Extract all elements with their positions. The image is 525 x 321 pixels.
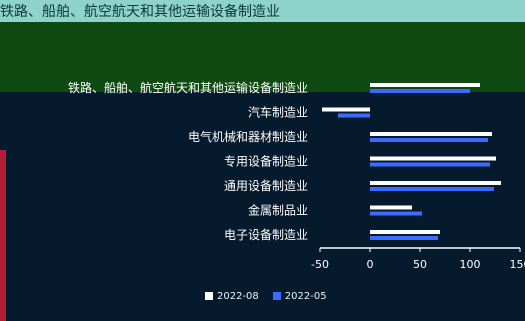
plot-background-upper — [0, 22, 525, 92]
legend-item-series-a: 2022-08 — [205, 291, 259, 302]
bar-series-b — [370, 138, 488, 142]
bar-series-a — [370, 205, 412, 210]
legend-swatch-series-b — [272, 292, 281, 300]
legend-label-series-b: 2022-05 — [284, 291, 327, 302]
category-label: 铁路、船舶、航空航天和其他运输设备制造业 — [68, 80, 308, 95]
bar-series-b — [370, 162, 490, 167]
bar-series-b — [370, 211, 422, 216]
x-tick-label: -50 — [311, 258, 329, 271]
title-strip — [0, 0, 525, 22]
x-tick-label: 0 — [367, 258, 374, 271]
category-label: 电气机械和器材制造业 — [188, 129, 308, 144]
category-label: 专用设备制造业 — [224, 154, 308, 169]
category-label: 电子设备制造业 — [224, 228, 308, 242]
bar-series-b — [370, 187, 494, 191]
x-tick-label: 150 — [510, 258, 525, 271]
legend-item-series-b: 2022-05 — [272, 291, 327, 302]
bar-series-b — [370, 89, 470, 93]
bar-series-b — [338, 113, 370, 118]
bar-series-a — [322, 107, 370, 112]
category-label: 汽车制造业 — [248, 105, 308, 120]
bar-series-a — [370, 83, 480, 87]
x-tick-label: 50 — [413, 258, 427, 271]
legend: 2022-08 2022-05 — [205, 291, 327, 302]
left-edge-accent — [0, 150, 6, 321]
legend-swatch-series-a — [205, 292, 213, 300]
category-label: 通用设备制造业 — [224, 179, 308, 193]
chart-title: 铁路、船舶、航空航天和其他运输设备制造业 — [0, 4, 280, 20]
bar-series-a — [370, 132, 492, 136]
category-label: 金属制品业 — [248, 203, 308, 218]
bar-series-a — [370, 181, 501, 185]
bar-series-b — [370, 236, 438, 240]
legend-label-series-a: 2022-08 — [217, 291, 259, 302]
plot-background-lower — [0, 92, 525, 321]
x-tick-label: 100 — [460, 258, 481, 271]
bar-series-a — [370, 230, 440, 234]
bar-series-a — [370, 156, 496, 161]
